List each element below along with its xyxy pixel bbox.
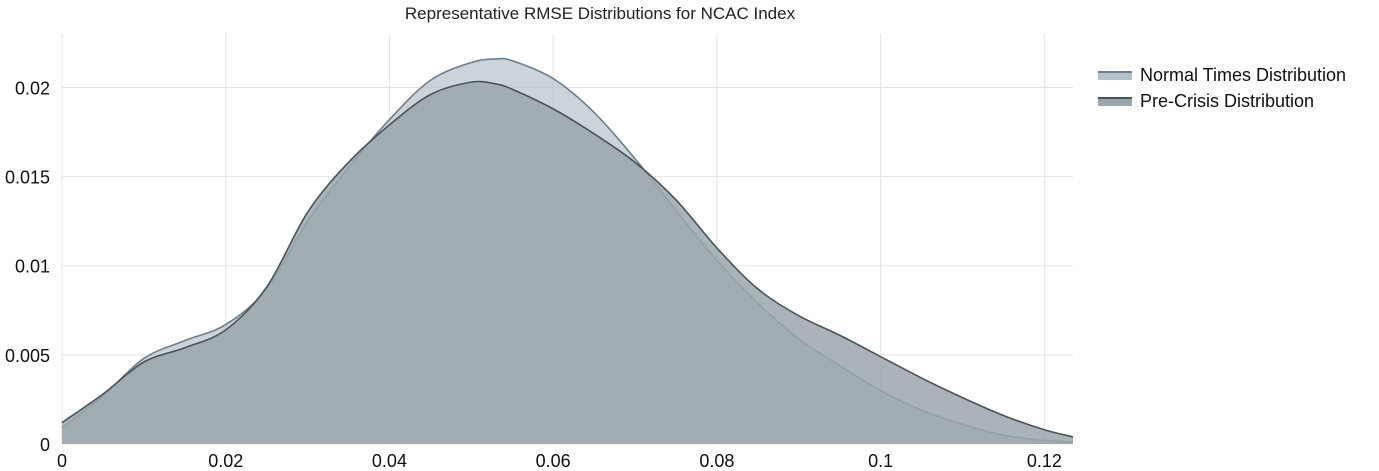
x-tick-label: 0.04 [372, 451, 407, 471]
x-tick-label: 0.02 [208, 451, 243, 471]
legend-item-normal: Normal Times Distribution [1098, 62, 1346, 88]
series-areas [61, 57, 1074, 444]
x-tick-label: 0.12 [1027, 451, 1062, 471]
legend: Normal Times Distribution Pre-Crisis Dis… [1098, 62, 1346, 114]
tick-labels: 0 0.02 0.04 0.06 0.08 0.1 0.12 0 0.005 0.01 0.015 0… [5, 78, 1062, 471]
legend-item-pre-crisis: Pre-Crisis Distribution [1098, 88, 1346, 114]
legend-swatch-pre-crisis [1098, 96, 1132, 106]
legend-swatch-normal [1098, 70, 1132, 80]
series-line-1 [61, 80, 1074, 438]
legend-label-normal: Normal Times Distribution [1140, 64, 1347, 85]
y-tick-label: 0 [40, 435, 50, 455]
x-tick-label: 0.06 [536, 451, 571, 471]
x-tick-label: 0 [57, 451, 67, 471]
x-tick-label: 0.08 [699, 451, 734, 471]
legend-label-pre-crisis: Pre-Crisis Distribution [1140, 90, 1315, 111]
chart-title: Representative RMSE Distributions for NC… [404, 4, 796, 23]
y-tick-label: 0.02 [15, 78, 50, 98]
x-tick-label: 0.1 [868, 451, 893, 471]
y-tick-label: 0.01 [15, 257, 50, 277]
y-tick-label: 0.005 [5, 346, 50, 366]
series-area-1 [62, 81, 1073, 444]
y-tick-label: 0.015 [5, 168, 50, 188]
